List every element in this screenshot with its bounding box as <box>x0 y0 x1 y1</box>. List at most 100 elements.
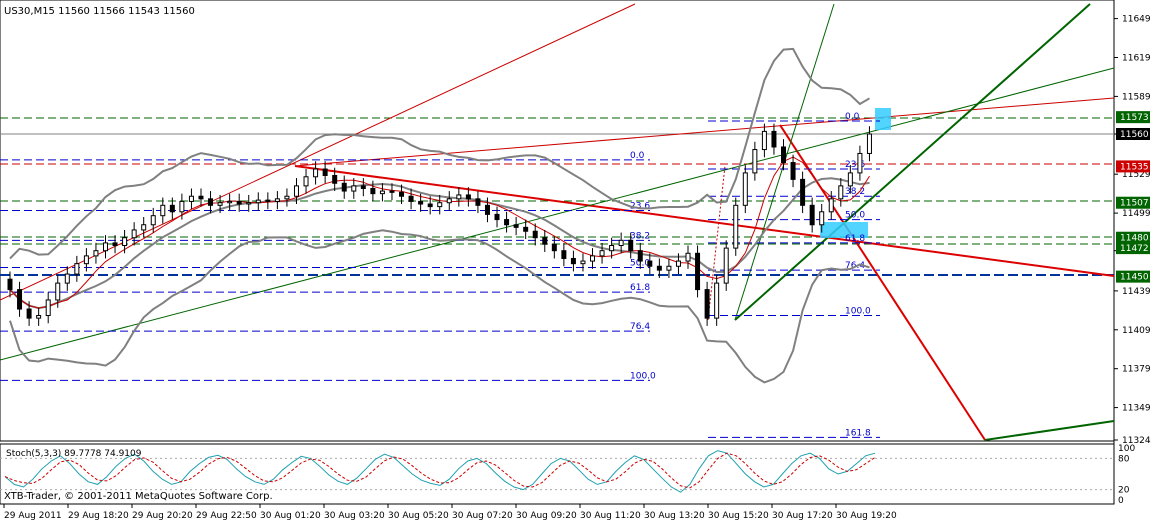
candle[interactable] <box>102 235 108 259</box>
candle[interactable] <box>704 281 710 326</box>
candle[interactable] <box>274 191 280 210</box>
candle[interactable] <box>523 219 529 240</box>
candle[interactable] <box>26 301 32 326</box>
candle[interactable] <box>179 193 185 220</box>
candle[interactable] <box>131 222 137 246</box>
candle[interactable] <box>418 193 424 212</box>
candle[interactable] <box>819 204 825 233</box>
candle[interactable] <box>7 271 13 298</box>
candle[interactable] <box>427 196 433 215</box>
candle[interactable] <box>761 123 767 158</box>
candle[interactable] <box>141 216 147 238</box>
candle[interactable] <box>618 232 624 254</box>
candle[interactable] <box>360 178 366 197</box>
candle[interactable] <box>389 183 395 201</box>
candle[interactable] <box>208 191 214 214</box>
candle[interactable] <box>504 211 510 233</box>
candle[interactable] <box>866 126 872 162</box>
candle[interactable] <box>93 242 99 264</box>
candle[interactable] <box>857 145 863 181</box>
candle[interactable] <box>64 266 70 291</box>
price-level-tag: 11573 <box>1116 111 1150 124</box>
candle[interactable] <box>542 229 548 252</box>
candle[interactable] <box>599 242 605 264</box>
candle[interactable] <box>370 180 376 202</box>
candle[interactable] <box>847 165 853 194</box>
candle[interactable] <box>666 258 672 278</box>
candle[interactable] <box>341 175 347 199</box>
candle[interactable] <box>723 240 729 291</box>
candle[interactable] <box>809 197 815 233</box>
candle[interactable] <box>781 139 787 171</box>
candlesticks[interactable] <box>7 123 872 326</box>
candle[interactable] <box>637 242 643 269</box>
candle[interactable] <box>494 206 500 228</box>
candle[interactable] <box>83 248 89 272</box>
candle[interactable] <box>446 191 452 211</box>
candle[interactable] <box>484 197 490 223</box>
candle[interactable] <box>675 253 681 275</box>
candle[interactable] <box>284 188 290 207</box>
candle[interactable] <box>475 191 481 214</box>
candle[interactable] <box>17 281 23 317</box>
candle[interactable] <box>561 242 567 267</box>
candle[interactable] <box>437 194 443 215</box>
candle[interactable] <box>828 191 834 220</box>
candle[interactable] <box>112 235 118 254</box>
candle[interactable] <box>236 193 242 212</box>
candle[interactable] <box>227 193 233 211</box>
candle[interactable] <box>188 188 194 210</box>
candle[interactable] <box>771 123 777 155</box>
candle[interactable] <box>332 167 338 192</box>
candle[interactable] <box>150 207 156 233</box>
candle[interactable] <box>590 248 596 269</box>
candle[interactable] <box>570 250 576 272</box>
time-tick-label: 30 Aug 19:20 <box>836 511 897 521</box>
candle[interactable] <box>790 154 796 188</box>
time-tick-label: 30 Aug 15:20 <box>708 511 769 521</box>
candle[interactable] <box>800 171 806 214</box>
candle[interactable] <box>551 236 557 259</box>
candle[interactable] <box>122 229 128 254</box>
candle[interactable] <box>408 188 414 210</box>
candle[interactable] <box>313 161 319 185</box>
candle[interactable] <box>379 183 385 202</box>
price-level-tag: 11507 <box>1116 196 1150 209</box>
candle[interactable] <box>714 275 720 326</box>
candle[interactable] <box>609 237 615 259</box>
candle[interactable] <box>160 197 166 224</box>
candle[interactable] <box>399 184 405 205</box>
candle[interactable] <box>580 253 586 272</box>
candle[interactable] <box>685 245 691 269</box>
candle[interactable] <box>198 188 204 207</box>
candle[interactable] <box>255 192 261 211</box>
candle[interactable] <box>647 253 653 275</box>
candle[interactable] <box>36 307 42 326</box>
candle[interactable] <box>45 292 51 324</box>
candle[interactable] <box>838 178 844 207</box>
candle[interactable] <box>303 169 309 194</box>
candle[interactable] <box>322 161 328 184</box>
candle[interactable] <box>513 216 519 236</box>
candle[interactable] <box>293 178 299 205</box>
candle[interactable] <box>656 258 662 278</box>
price-tick-label: 11529 <box>1122 170 1151 180</box>
candle[interactable] <box>246 194 252 212</box>
candle[interactable] <box>74 255 80 282</box>
candle[interactable] <box>742 165 748 214</box>
candle[interactable] <box>465 187 471 207</box>
candle[interactable] <box>456 187 462 207</box>
candle[interactable] <box>351 178 357 199</box>
candle[interactable] <box>695 245 701 298</box>
candle[interactable] <box>217 194 223 214</box>
candle[interactable] <box>752 141 758 181</box>
candle[interactable] <box>733 197 739 256</box>
candle[interactable] <box>55 275 61 308</box>
candle[interactable] <box>169 197 175 220</box>
candle[interactable] <box>628 232 634 259</box>
candle[interactable] <box>265 192 271 210</box>
candle[interactable] <box>532 223 538 246</box>
